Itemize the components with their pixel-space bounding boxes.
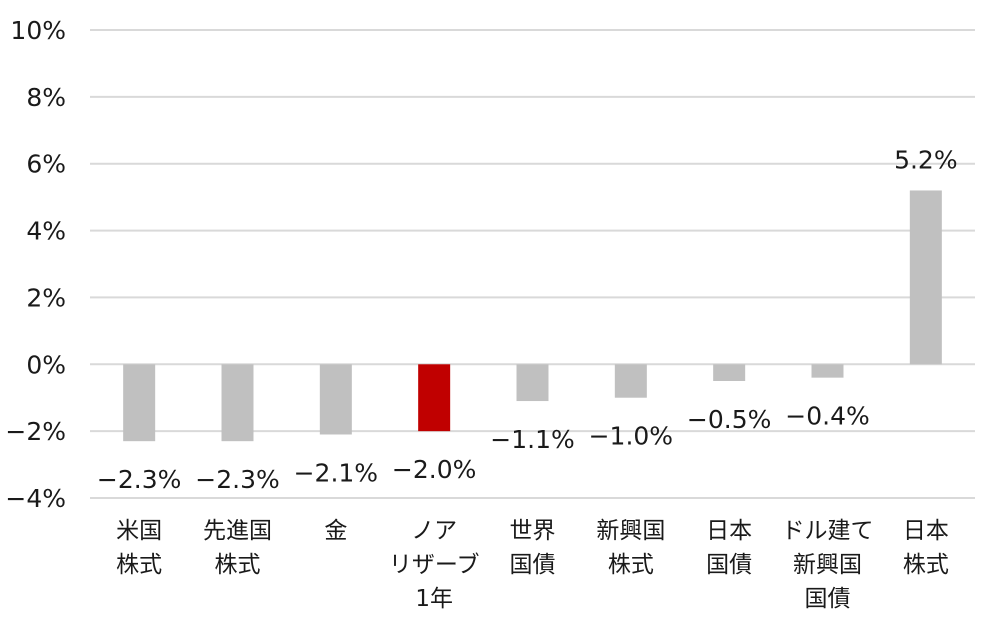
data-label: −2.0%	[392, 455, 476, 484]
bars	[123, 190, 942, 442]
category-label: 株式	[215, 552, 261, 578]
y-tick-label: −4%	[5, 484, 66, 513]
bar	[811, 364, 844, 378]
y-tick-label: 2%	[26, 283, 66, 312]
category-label: 株式	[608, 552, 654, 578]
data-label: −2.1%	[294, 458, 378, 487]
category-label: 世界	[510, 518, 556, 544]
category-label: 新興国	[793, 552, 862, 578]
value-labels: −2.3% −2.3% −2.1% −2.0% −1.1% −1.0% −0.5% −0.4%…	[97, 145, 958, 494]
data-label: −1.1%	[490, 425, 574, 454]
y-tick-label: −2%	[5, 417, 66, 446]
bar	[418, 364, 451, 432]
y-tick-label: 6%	[26, 150, 66, 179]
category-label: 1年	[415, 586, 453, 612]
bar	[909, 190, 942, 365]
bar	[123, 364, 156, 442]
category-label: 株式	[116, 552, 162, 578]
category-label: ノア	[411, 518, 457, 544]
y-tick-label: 10%	[10, 16, 66, 45]
category-label: 日本	[903, 518, 949, 544]
category-label: 先進国	[203, 518, 272, 544]
bar	[713, 364, 746, 381]
y-tick-label: 8%	[26, 83, 66, 112]
data-label: −0.4%	[785, 402, 869, 431]
y-tick-label: 0%	[26, 350, 66, 379]
category-label: 国債	[805, 586, 851, 612]
y-axis-tick-labels: 10% 8% 6% 4% 2% 0% −2% −4%	[5, 16, 66, 513]
bar	[221, 364, 254, 442]
bar	[319, 364, 352, 435]
category-label: 金	[324, 518, 347, 544]
data-label: 5.2%	[894, 145, 958, 174]
data-label: −2.3%	[195, 465, 279, 494]
y-tick-label: 4%	[26, 217, 66, 246]
category-label: 新興国	[596, 518, 665, 544]
data-label: −1.0%	[589, 422, 673, 451]
category-label: 株式	[903, 552, 949, 578]
category-label: ドル建て	[782, 518, 874, 544]
category-label: リザーブ	[389, 552, 480, 578]
data-label: −0.5%	[687, 405, 771, 434]
category-label: 国債	[706, 552, 752, 578]
category-label: 国債	[510, 552, 556, 578]
bar	[614, 364, 647, 398]
data-label: −2.3%	[97, 465, 181, 494]
category-label: 米国	[116, 518, 162, 544]
bar	[516, 364, 549, 402]
category-label: 日本	[706, 518, 752, 544]
